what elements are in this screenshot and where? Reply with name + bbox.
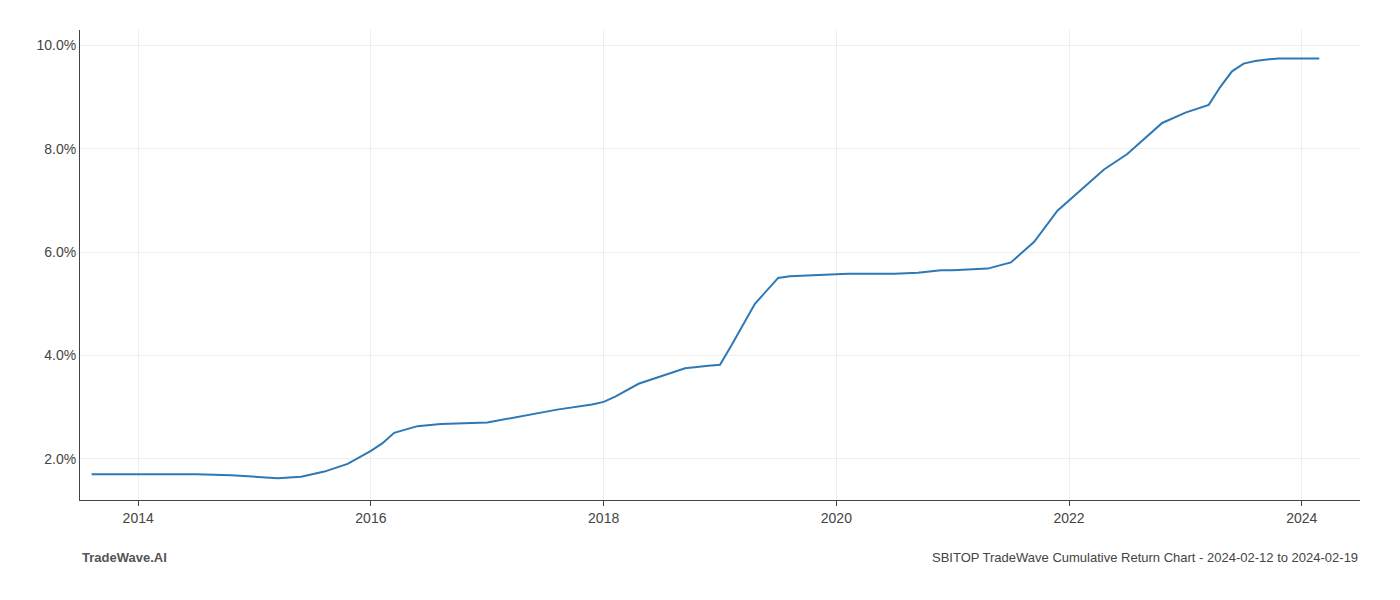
svg-text:2018: 2018 (588, 510, 619, 526)
svg-text:SBITOP TradeWave Cumulative Re: SBITOP TradeWave Cumulative Return Chart… (932, 550, 1358, 565)
svg-text:2024: 2024 (1286, 510, 1317, 526)
svg-text:2.0%: 2.0% (44, 451, 76, 467)
svg-text:2022: 2022 (1054, 510, 1085, 526)
svg-text:2014: 2014 (123, 510, 154, 526)
svg-text:4.0%: 4.0% (44, 347, 76, 363)
svg-text:10.0%: 10.0% (36, 37, 76, 53)
svg-text:8.0%: 8.0% (44, 141, 76, 157)
svg-text:2016: 2016 (355, 510, 386, 526)
svg-text:6.0%: 6.0% (44, 244, 76, 260)
svg-text:TradeWave.AI: TradeWave.AI (82, 550, 167, 565)
svg-text:2020: 2020 (821, 510, 852, 526)
